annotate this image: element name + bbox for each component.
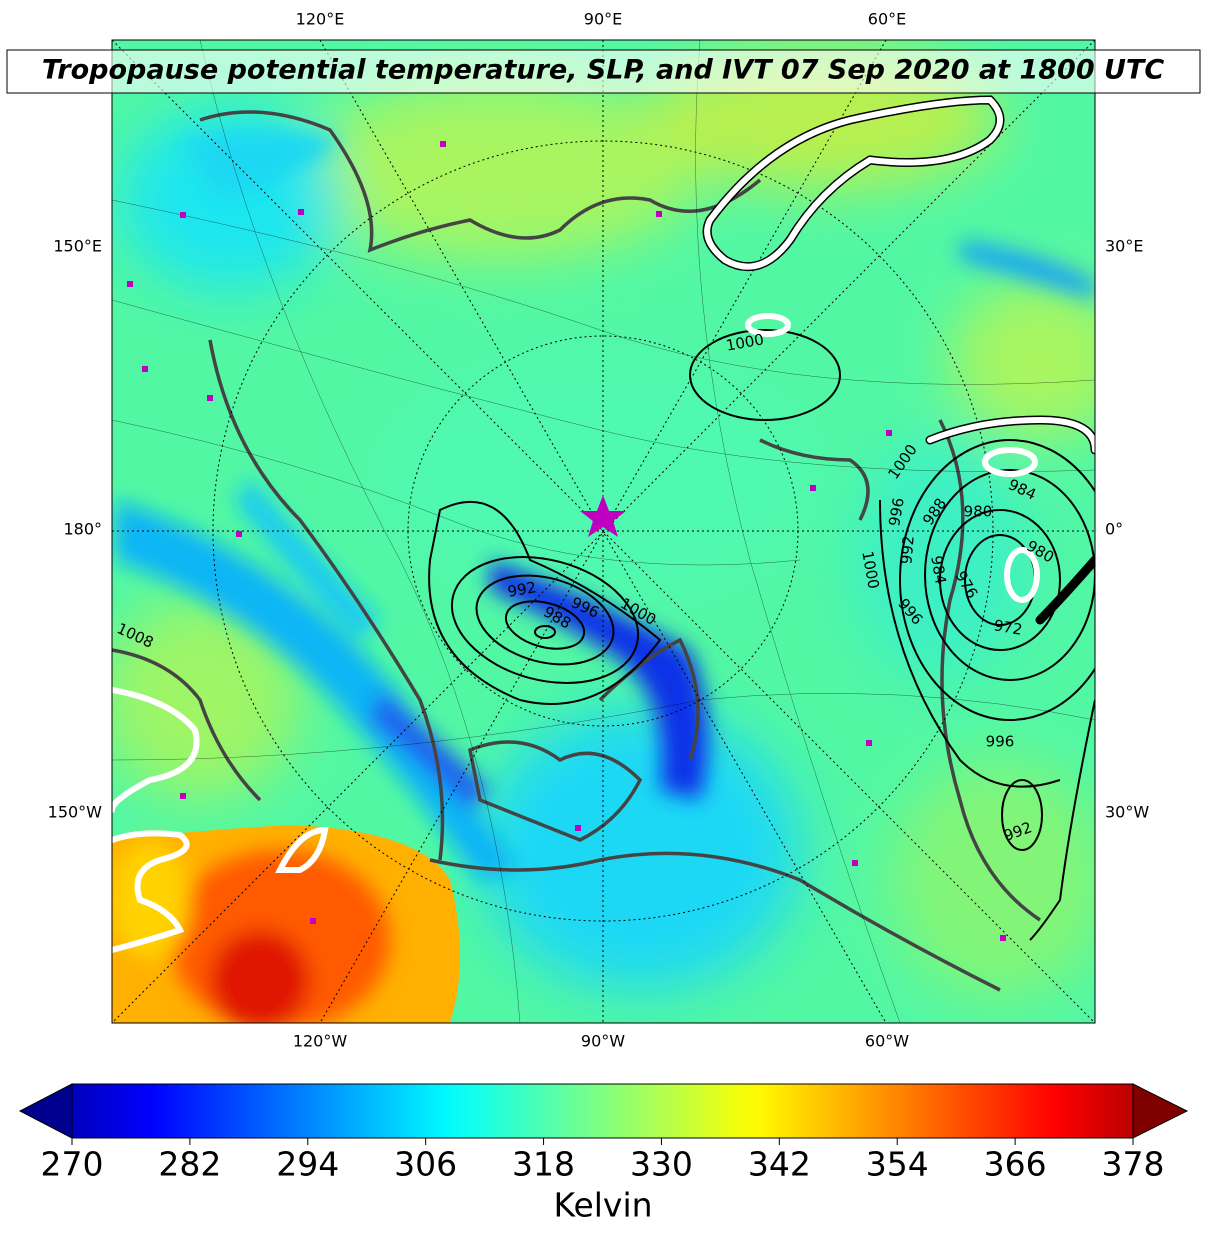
colorbar-tick-label: 330 (630, 1145, 693, 1184)
lon-label: 60°W (865, 1032, 909, 1051)
colorbar-extend-high (1132, 1083, 1189, 1139)
lon-label: 30°E (1105, 237, 1143, 256)
slp-contour-label: 996 (885, 496, 908, 527)
colorbar-tick-label: 282 (158, 1145, 221, 1184)
colorbar-tick-label: 342 (748, 1145, 811, 1184)
slp-contour-label: 992 (506, 578, 537, 601)
lon-label: 60°E (868, 10, 906, 29)
lon-label: 150°W (48, 803, 103, 822)
colorbar-tick-label: 294 (276, 1145, 339, 1184)
colorbar-label: Kelvin (553, 1186, 652, 1225)
slp-contour-label: 992 (897, 535, 917, 565)
colorbar-tick-label: 354 (866, 1145, 929, 1184)
colorbar-tick-label: 270 (41, 1145, 104, 1184)
title-box (6, 49, 1201, 94)
lon-label: 90°W (581, 1032, 625, 1051)
lon-label: 150°E (53, 237, 102, 256)
map-field (112, 40, 1095, 1023)
map-frame (111, 39, 1096, 1024)
slp-contour-label: 972 (992, 616, 1023, 639)
slp-contour-label: 980 (964, 503, 993, 521)
lon-label: 120°E (296, 10, 345, 29)
lon-label: 90°E (584, 10, 622, 29)
lon-label: 120°W (293, 1032, 348, 1051)
lon-label: 180° (63, 520, 102, 539)
slp-contour-label: 996 (986, 733, 1015, 751)
lon-label: 0° (1105, 520, 1123, 539)
colorbar-extend-low (18, 1083, 73, 1139)
colorbar-tick-label: 366 (984, 1145, 1047, 1184)
colorbar-tick-label: 318 (512, 1145, 575, 1184)
colorbar-tick-label: 306 (394, 1145, 457, 1184)
colorbar-tick-label: 378 (1102, 1145, 1165, 1184)
colorbar (71, 1083, 1134, 1139)
map-title: Tropopause potential temperature, SLP, a… (42, 55, 1165, 86)
slp-contour-label: 984 (927, 554, 950, 585)
lon-label: 30°W (1105, 803, 1149, 822)
